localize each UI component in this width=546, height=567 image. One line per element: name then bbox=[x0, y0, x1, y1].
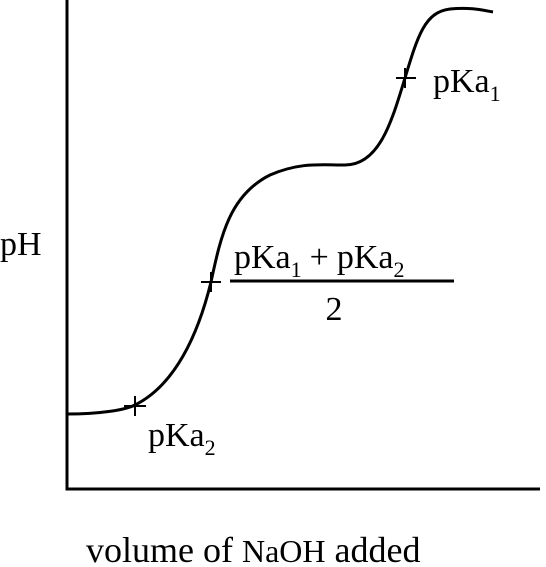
midpoint-denominator: 2 bbox=[326, 291, 343, 328]
y-axis-label: pH bbox=[0, 226, 42, 263]
pka1-subscript: 1 bbox=[490, 81, 501, 106]
midpoint-numerator: pKa1 + pKa2 bbox=[234, 239, 405, 282]
titration-curve bbox=[66, 6, 494, 416]
x-axis-label: volume of NaOH added bbox=[86, 530, 420, 567]
pka1-tick-mark bbox=[396, 68, 416, 88]
pka1-label: pKa1 bbox=[433, 63, 501, 106]
pka2-tick-mark bbox=[124, 396, 146, 416]
pka2-subscript: 2 bbox=[205, 435, 216, 460]
midpoint-tick-mark bbox=[201, 272, 221, 292]
pka2-label: pKa2 bbox=[148, 417, 216, 460]
